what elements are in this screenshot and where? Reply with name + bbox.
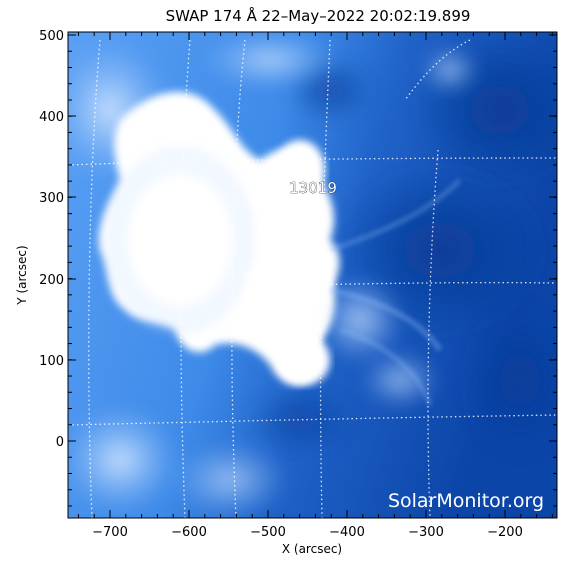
watermark: SolarMonitor.org xyxy=(388,490,544,512)
flare-saturated-region xyxy=(99,91,340,386)
active-region-label: 13019 xyxy=(289,179,337,197)
y-tick-label: 0 xyxy=(56,435,64,450)
y-tick-labels: 500 400 300 200 100 0 xyxy=(39,29,64,450)
image-title: SWAP 174 Å 22–May–2022 20:02:19.899 xyxy=(166,6,471,25)
y-axis-label: Y (arcsec) xyxy=(15,245,29,305)
y-tick-label: 200 xyxy=(39,273,64,288)
y-tick-label: 400 xyxy=(39,110,64,125)
y-tick-label: 100 xyxy=(39,354,64,369)
x-tick-label: −500 xyxy=(250,525,286,540)
x-tick-labels: −700 −600 −500 −400 −300 −200 xyxy=(92,525,523,540)
heliographic-grid xyxy=(68,39,557,518)
x-tick-label: −400 xyxy=(329,525,365,540)
x-tick-label: −300 xyxy=(408,525,444,540)
y-tick-label: 500 xyxy=(39,29,64,44)
x-axis-label: X (arcsec) xyxy=(282,542,342,556)
x-tick-label: −700 xyxy=(92,525,128,540)
x-tick-label: −200 xyxy=(487,525,523,540)
y-tick-label: 300 xyxy=(39,191,64,206)
axis-minor-ticks xyxy=(68,32,557,518)
euv-image xyxy=(68,32,557,518)
plot-frame xyxy=(67,31,558,519)
x-tick-label: −600 xyxy=(171,525,207,540)
